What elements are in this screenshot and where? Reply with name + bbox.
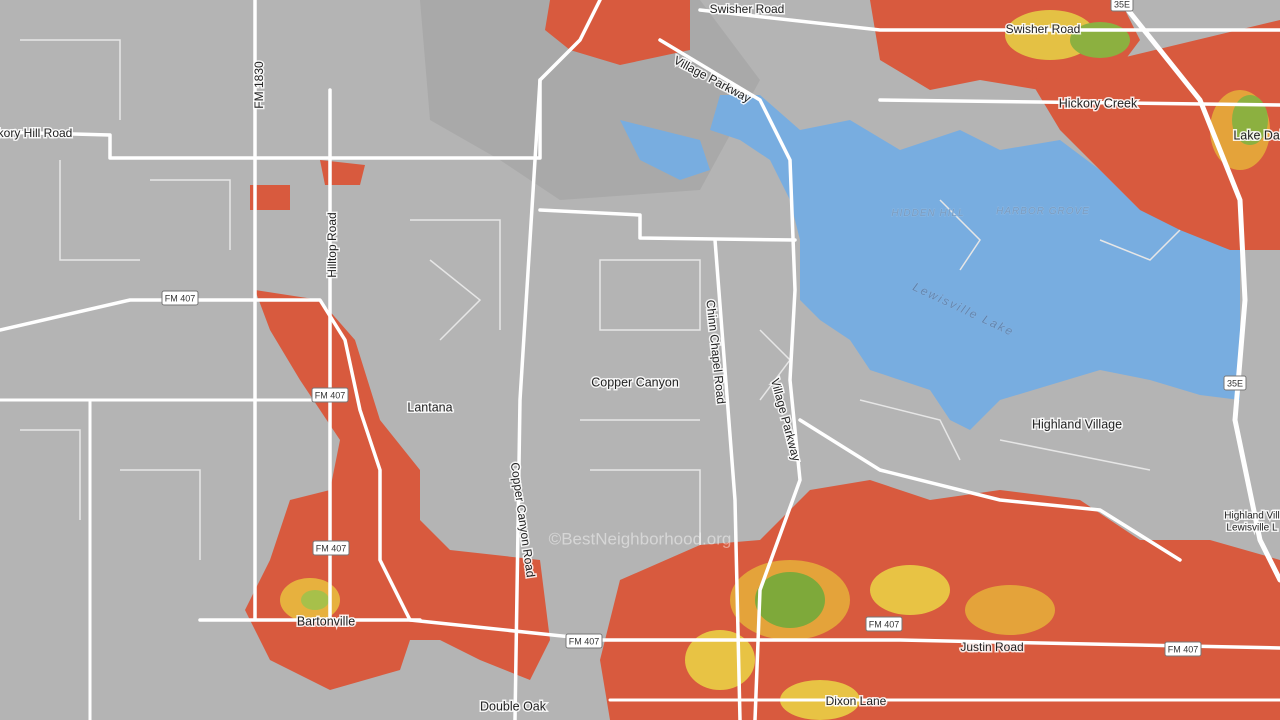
map-label: Lewisville L [1226,523,1278,534]
road-shield [312,540,350,556]
map-label: HIDDEN HILL [891,208,964,219]
road-shield [865,616,903,632]
road-shield [311,387,349,403]
road-shield [161,290,199,306]
map-label: HARBOR GROVE [996,206,1090,217]
road-shield [1110,0,1134,12]
road-shield [565,633,603,649]
map-label: Copper Canyon [591,375,679,389]
map-label: Hickory Creek [1059,96,1138,110]
map-label: Lake Dal [1233,128,1280,142]
map-label: Hilltop Road [325,212,339,277]
map-label: Highland Village [1032,417,1122,431]
map-label: Swisher Road [710,2,785,16]
road-shield-label: FM 407 [165,293,196,303]
road-shield [1223,375,1247,391]
shields: FM 407 FM 407 FM 407 FM 407 FM 407 FM 407 35E 3… [161,0,1247,657]
road-shield-label: 35E [1227,378,1243,388]
road-shield-label: FM 407 [869,619,900,629]
creek [620,120,710,180]
watermark: ©BestNeighborhood.org [549,529,732,548]
road-shield-label: FM 407 [315,390,346,400]
road-shield-label: 35E [1114,0,1130,9]
map-label: FM 1830 [252,61,266,109]
map-label: Double Oak [480,699,547,713]
road-shield-label: FM 407 [316,543,347,553]
road-shield-label: FM 407 [569,636,600,646]
map-label: Swisher Road [1006,22,1081,36]
map-label: Justin Road [960,640,1023,654]
lake [710,95,1240,430]
map-label: Bartonville [297,614,355,628]
road-shield [1164,641,1202,657]
map-label: Lantana [407,400,452,414]
map-label: kory Hill Road [0,126,72,140]
map-label: Highland Vill [1224,511,1279,522]
map-label: Dixon Lane [826,694,887,708]
road-shield-label: FM 407 [1168,644,1199,654]
